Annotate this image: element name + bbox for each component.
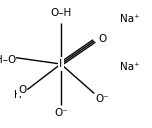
Text: O: O	[18, 85, 26, 95]
Text: Na⁺: Na⁺	[120, 14, 140, 24]
Text: H–O: H–O	[0, 55, 16, 65]
Text: H: H	[14, 90, 21, 100]
Text: O⁻: O⁻	[54, 108, 68, 118]
Text: O: O	[98, 34, 107, 44]
Text: O–H: O–H	[50, 8, 71, 18]
Text: I: I	[59, 59, 62, 69]
Text: O⁻: O⁻	[96, 94, 109, 104]
Text: Na⁺: Na⁺	[120, 62, 140, 72]
